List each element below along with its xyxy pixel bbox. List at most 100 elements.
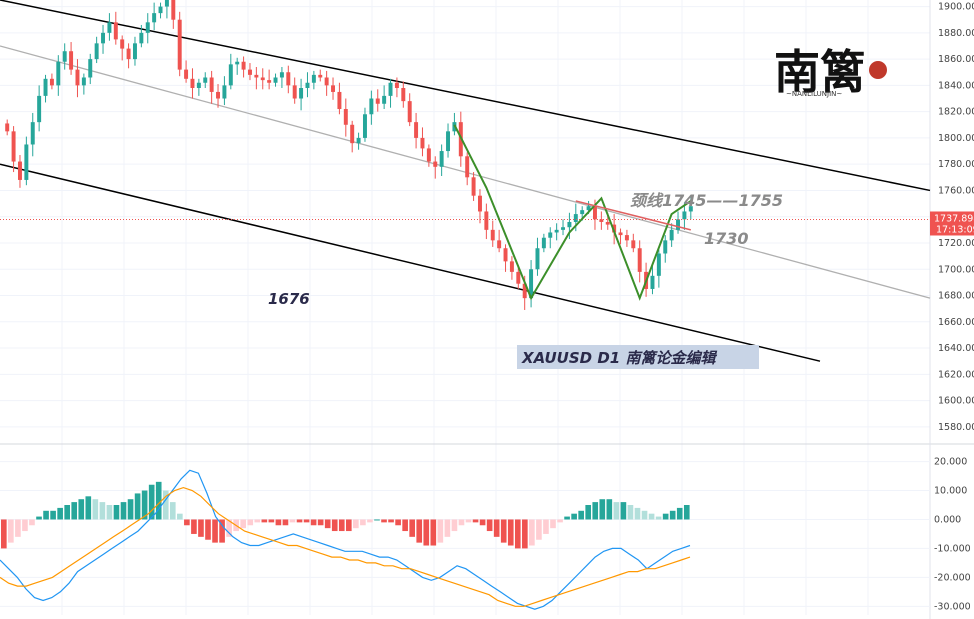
- macd-bar: [29, 519, 35, 526]
- macd-bar: [479, 519, 486, 526]
- candle-body: [362, 114, 367, 138]
- candle-body: [88, 59, 93, 78]
- macd-bar: [127, 499, 134, 520]
- candle-body: [69, 51, 74, 70]
- macd-dif-line: [0, 469, 691, 610]
- macd-bar: [676, 507, 683, 520]
- candle-body: [216, 91, 221, 99]
- candle-body: [433, 161, 438, 167]
- macd-bar: [522, 519, 528, 549]
- macd-axis[interactable]: 20.000 10.000 0.000 -10.000 -20.000 -30.000: [934, 457, 971, 613]
- candle-body: [81, 77, 86, 86]
- macd-bar: [669, 510, 676, 520]
- macd-bar: [395, 519, 401, 526]
- macd-bar: [99, 502, 106, 520]
- candle-body: [337, 91, 342, 110]
- candle-body: [586, 206, 591, 211]
- macd-bar: [430, 519, 437, 546]
- macd-bar: [360, 519, 366, 526]
- macd-bar: [578, 510, 584, 520]
- candle-body: [101, 32, 106, 44]
- macd-bar: [162, 490, 169, 520]
- macd-bar: [141, 490, 148, 520]
- macd-tick-label: -10.000: [934, 543, 971, 554]
- price-tick-label: 1720.000: [938, 238, 974, 249]
- price-axis[interactable]: 1580.000 1600.000 1620.000 1640.000 1660.000…: [930, 2, 974, 433]
- candle-body: [75, 69, 80, 86]
- macd-bar: [641, 510, 648, 520]
- candle-body: [676, 219, 681, 230]
- macd-bar: [317, 519, 324, 526]
- macd-bar: [662, 513, 669, 520]
- candle-body: [414, 122, 419, 138]
- price-tick-label: 1900.000: [938, 2, 974, 13]
- candle-body: [145, 22, 150, 33]
- candle-body: [426, 148, 431, 162]
- candle-body: [548, 232, 553, 238]
- macd-bar: [120, 502, 127, 520]
- macd-bar: [648, 513, 655, 520]
- macd-bar: [191, 519, 197, 534]
- banner-text: XAUUSD D1 南篱论金编辑: [521, 349, 717, 367]
- macd-bar: [155, 481, 162, 520]
- candle-body: [56, 61, 61, 86]
- macd-bar: [50, 510, 56, 520]
- macd-bar: [198, 519, 204, 537]
- macd-tick-label: -30.000: [934, 601, 971, 612]
- macd-bar: [592, 502, 599, 520]
- logo-subtext: ~NANLILUNJIN~: [786, 90, 842, 98]
- macd-bar: [8, 519, 14, 543]
- macd-bar: [324, 519, 331, 529]
- candle-body: [222, 85, 227, 99]
- candle-body: [471, 177, 476, 196]
- candle-body: [529, 269, 534, 299]
- candle-body: [171, 0, 176, 20]
- macd-bar: [1, 519, 7, 549]
- price-tick-label: 1620.000: [938, 369, 974, 380]
- macd-bar: [275, 519, 282, 526]
- macd-bar: [212, 519, 218, 543]
- macd-bar: [353, 519, 359, 529]
- candle-body: [401, 88, 406, 102]
- macd-panel: [0, 469, 691, 610]
- candle-body: [260, 77, 265, 81]
- macd-bar: [205, 519, 211, 540]
- candle-body: [254, 74, 259, 78]
- macd-bar: [36, 516, 42, 520]
- price-tick-label: 1680.000: [938, 291, 974, 302]
- macd-bar: [289, 519, 296, 523]
- macd-tick-label: 20.000: [934, 457, 967, 468]
- candle-body: [446, 131, 451, 152]
- candle-body: [196, 82, 201, 88]
- candle-body: [477, 195, 482, 212]
- macd-bar: [486, 519, 493, 532]
- macd-tick-label: 0.000: [934, 514, 961, 525]
- macd-bar: [71, 502, 78, 520]
- macd-bar: [296, 519, 303, 523]
- candle-body: [375, 98, 380, 104]
- last-price-label: 1737.898: [934, 213, 974, 224]
- candle-body: [62, 51, 67, 62]
- price-tick-label: 1700.000: [938, 264, 974, 275]
- candle-body: [49, 78, 54, 86]
- candle-body: [177, 19, 182, 70]
- candle-body: [350, 124, 355, 144]
- macd-bar: [169, 502, 176, 520]
- macd-bar: [43, 510, 49, 520]
- candle-body: [267, 80, 272, 83]
- countdown-label: 17:13:09: [936, 224, 974, 235]
- macd-bar: [451, 519, 458, 532]
- candle-body: [605, 221, 610, 225]
- seal-stamp-icon: [869, 61, 887, 79]
- price-tick-label: 1820.000: [938, 107, 974, 118]
- candle-body: [509, 261, 514, 272]
- macd-bar: [599, 499, 606, 520]
- candle-body: [241, 61, 246, 70]
- candle-body: [273, 77, 278, 83]
- price-tick-label: 1780.000: [938, 159, 974, 170]
- candle-body: [663, 240, 668, 254]
- candle-body: [522, 283, 527, 299]
- candle-body: [612, 224, 617, 233]
- candle-body: [567, 221, 572, 228]
- candle-body: [688, 206, 693, 212]
